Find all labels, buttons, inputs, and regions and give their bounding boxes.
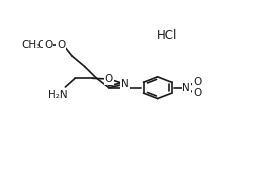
Text: O: O [193,77,201,87]
Text: HCl: HCl [157,29,178,42]
Text: H₂N: H₂N [48,89,68,99]
Text: O: O [38,40,46,50]
Text: CH₃: CH₃ [22,40,41,50]
Text: N: N [121,79,129,89]
Text: N: N [182,83,190,93]
Text: O: O [57,40,65,50]
Text: O: O [193,88,201,98]
Text: O: O [105,74,113,84]
Text: O: O [44,40,52,50]
